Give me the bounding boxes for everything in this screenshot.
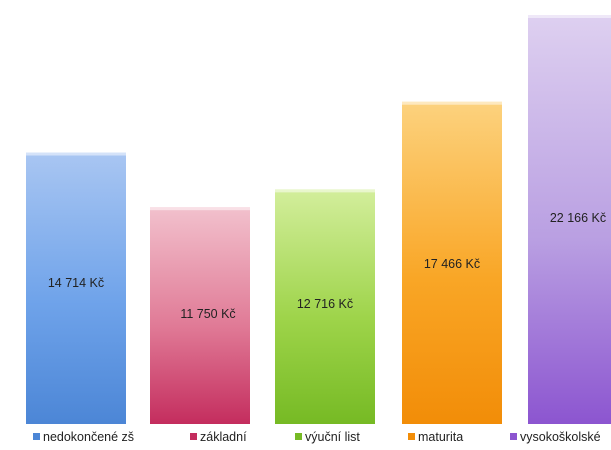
- legend-swatch-maturita: [408, 433, 415, 440]
- bar-top-highlight: [402, 101, 502, 105]
- bar-zakladni: [150, 207, 250, 424]
- legend: nedokončené zš základní výuční list maturit…: [33, 430, 601, 444]
- data-labels-group: 14 714 Kč 11 750 Kč 12 716 Kč 17 466 Kč 22 1…: [48, 211, 606, 321]
- data-label-zakladni: 11 750 Kč: [180, 307, 235, 321]
- bar-maturita: [402, 101, 502, 425]
- bar-top-highlight: [528, 15, 611, 18]
- bar-vysokoskolske: [528, 15, 611, 424]
- bar-top-highlight: [275, 189, 375, 193]
- legend-swatch-vyucni-list: [295, 433, 302, 440]
- data-label-nedokoncene-zs: 14 714 Kč: [48, 276, 104, 290]
- legend-label-maturita: maturita: [418, 430, 463, 444]
- legend-swatch-nedokoncene-zs: [33, 433, 40, 440]
- bar-nedokoncene-zs: [26, 152, 126, 424]
- bar-vyucni-list: [275, 189, 375, 424]
- data-label-maturita: 17 466 Kč: [424, 257, 480, 271]
- data-label-vyucni-list: 12 716 Kč: [297, 297, 353, 311]
- legend-label-nedokoncene-zs: nedokončené zš: [43, 430, 134, 444]
- legend-label-zakladni: základní: [200, 430, 247, 444]
- bar-top-highlight: [26, 152, 126, 156]
- data-label-vysokoskolske: 22 166 Kč: [550, 211, 606, 225]
- legend-label-vysokoskolske: vysokoškolské: [520, 430, 601, 444]
- legend-label-vyucni-list: výuční list: [305, 430, 360, 444]
- bars-group: [26, 15, 611, 425]
- bar-top-highlight: [150, 207, 250, 211]
- legend-swatch-vysokoskolske: [510, 433, 517, 440]
- legend-swatch-zakladni: [190, 433, 197, 440]
